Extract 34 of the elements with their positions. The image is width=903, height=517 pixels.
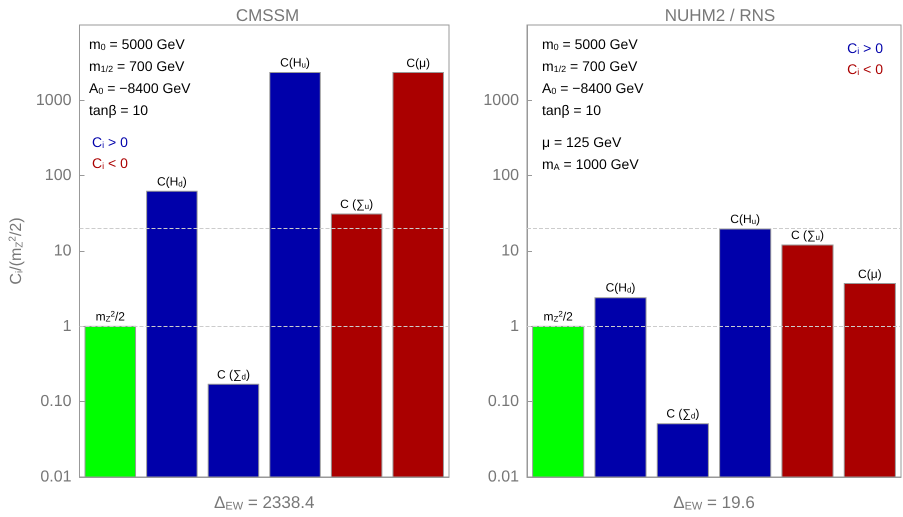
category-label: C (∑u) (340, 196, 374, 211)
chart-title: NUHM2 / RNS (664, 6, 776, 25)
y-tick-label: 100 (492, 167, 520, 184)
y-axis-title: Ci/(mZ2/2) (8, 217, 26, 285)
category-label: C(Hd) (156, 174, 187, 188)
y-tick-label: 10 (501, 242, 520, 260)
chart-title: CMSSM (236, 6, 300, 25)
category-label: C (∑d) (216, 367, 250, 382)
annotation: μ = 125 GeV (542, 134, 622, 150)
y-tick-label: 0.01 (40, 468, 72, 486)
annotation: tanβ = 10 (89, 102, 148, 118)
category-label: C(μ) (406, 56, 430, 70)
annotation: A0 = −8400 GeV (542, 80, 644, 96)
annotation: m1/2 = 700 GeV (89, 58, 186, 74)
annotation: m0 = 5000 GeV (542, 36, 638, 52)
text: Ci < 0 (847, 61, 884, 77)
text: Ci > 0 (92, 134, 128, 150)
y-tick-label: 1000 (36, 92, 72, 109)
y-tick-label: 100 (44, 167, 72, 184)
y-tick-label: 1000 (483, 92, 520, 109)
annotation: mA = 1000 GeV (542, 156, 640, 172)
category-label: C(Hu) (280, 56, 310, 70)
text: Ci < 0 (92, 155, 128, 171)
annotation: m0 = 5000 GeV (89, 36, 186, 52)
y-tick-label: 0.01 (488, 468, 520, 486)
text: Ci > 0 (847, 40, 884, 56)
y-tick-label: 1 (510, 318, 520, 335)
y-tick-label: 0.10 (488, 393, 520, 410)
y-tick-label: 1 (62, 318, 72, 335)
annotation: A0 = −8400 GeV (89, 80, 192, 96)
y-tick-label: 0.10 (40, 393, 72, 410)
annotation: m1/2 = 700 GeV (542, 58, 638, 74)
annotation: tanβ = 10 (542, 102, 602, 118)
y-tick-label: 10 (54, 242, 72, 260)
